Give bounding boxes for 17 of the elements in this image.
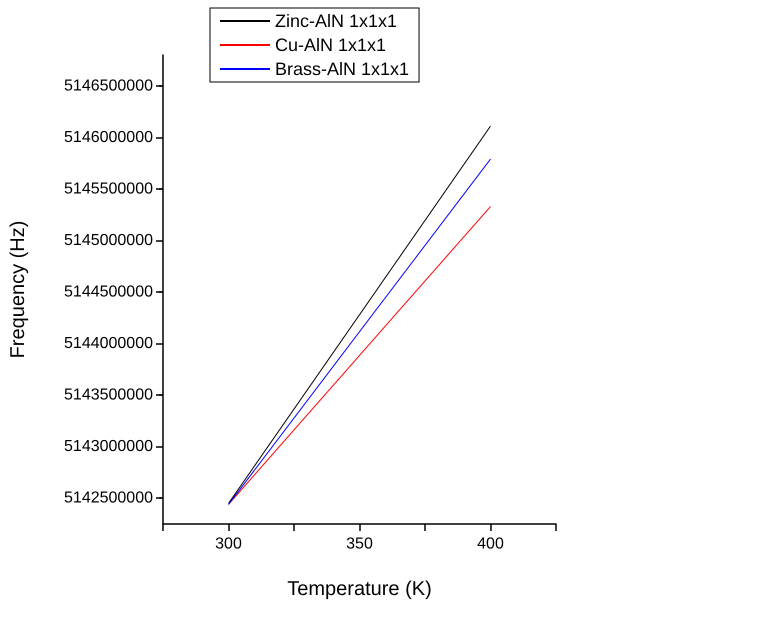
y-axis-title: Frequency (Hz): [7, 220, 29, 358]
y-tick-label: 5143500000: [64, 386, 154, 404]
x-axis-title: Temperature (K): [287, 578, 432, 600]
legend-label: Brass-AlN 1x1x1: [275, 59, 410, 79]
x-tick-label: 300: [215, 536, 242, 552]
y-tick-label: 5146000000: [64, 128, 154, 146]
x-tick-label: 400: [477, 536, 504, 552]
y-tick-label: 5146500000: [64, 77, 154, 94]
y-tick-label: 5144000000: [64, 335, 154, 352]
x-tick-label: 350: [346, 536, 373, 552]
legend-label: Zinc-AlN 1x1x1: [275, 11, 398, 31]
y-tick-label: 5145500000: [64, 180, 154, 198]
y-tick-label: 5142500000: [64, 490, 154, 507]
y-tick-label: 5143000000: [64, 438, 154, 456]
legend-label: Cu-AlN 1x1x1: [275, 35, 386, 55]
y-tick-label: 5144500000: [64, 284, 154, 301]
y-tick-label: 5145000000: [64, 232, 154, 250]
